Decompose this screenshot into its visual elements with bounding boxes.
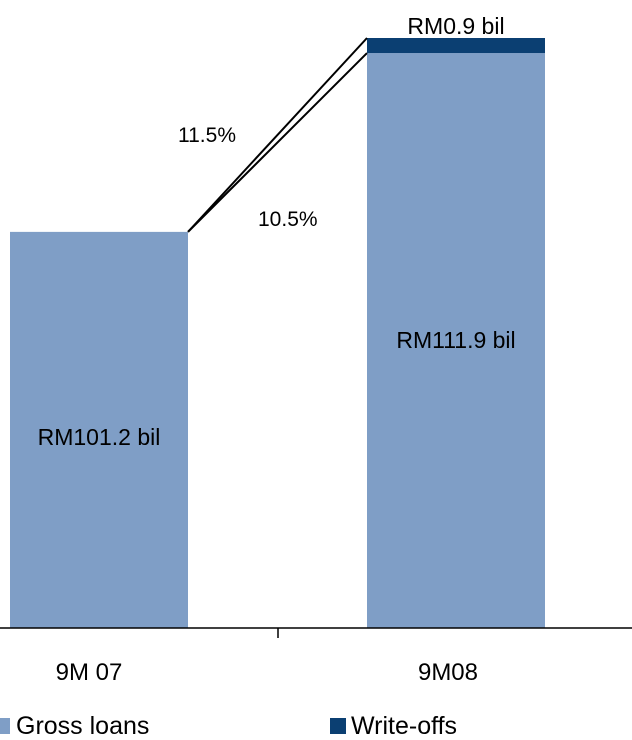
legend-swatch-write-offs <box>330 718 346 734</box>
x-tick-label: 9M 07 <box>56 659 123 686</box>
growth-line-total <box>187 37 368 233</box>
x-tick-label: 9M08 <box>418 659 478 686</box>
data-label-gross-9m07: RM101.2 bil <box>38 424 161 450</box>
legend: Gross loans Write-offs <box>0 712 457 740</box>
labels-layer: 11.5% 10.5% RM101.2 bil RM111.9 bil RM0.9 bi… <box>38 13 516 450</box>
legend-swatch-gross-loans <box>0 718 10 734</box>
bar-gross-loans <box>10 231 188 628</box>
growth-line-gross <box>187 52 368 233</box>
data-label-write-offs: RM0.9 bil <box>407 13 504 39</box>
bar-gross-loans <box>367 53 545 629</box>
data-label-gross-9m08: RM111.9 bil <box>396 327 515 353</box>
growth-lines-layer <box>187 37 368 233</box>
bars-layer <box>10 38 545 629</box>
growth-label-gross: 10.5% <box>258 208 318 231</box>
growth-label-total: 11.5% <box>178 124 236 147</box>
legend-label-gross-loans: Gross loans <box>16 712 149 740</box>
bar-write-offs <box>367 38 545 54</box>
legend-label-write-offs: Write-offs <box>351 712 457 740</box>
